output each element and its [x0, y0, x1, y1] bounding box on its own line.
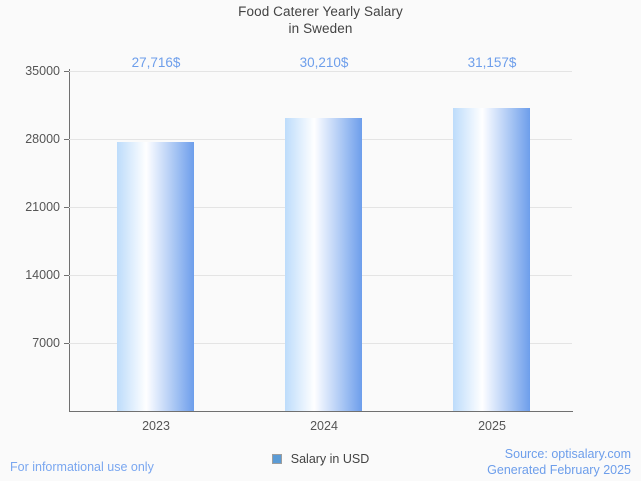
gridline-35000: 35000 — [25, 64, 572, 78]
chart-title-line-1: Food Caterer Yearly Salary — [238, 4, 403, 19]
x-tick-label-2023: 2023 — [142, 419, 170, 433]
chart-title: Food Caterer Yearly Salary in Sweden — [0, 3, 641, 37]
y-tick-label-21000: 21000 — [25, 200, 60, 214]
x-tick-label-2024: 2024 — [310, 419, 338, 433]
bar-2025[interactable] — [453, 108, 530, 411]
value-label-2024: 30,210$ — [299, 55, 349, 70]
source-attribution: Source: optisalary.com Generated Februar… — [487, 446, 631, 478]
y-tick-label-35000: 35000 — [25, 64, 60, 78]
legend-item-salary-in-usd[interactable]: Salary in USD — [271, 452, 370, 466]
x-axis-line — [69, 411, 573, 412]
bar-2024[interactable] — [285, 117, 362, 411]
y-axis-line — [69, 69, 70, 412]
y-tick-label-14000: 14000 — [25, 268, 60, 282]
chart-legend: Salary in USD — [0, 452, 641, 466]
bar-2023[interactable] — [117, 141, 194, 411]
y-tick-label-7000: 7000 — [32, 336, 60, 350]
tick-mark-14000 — [64, 275, 69, 276]
source-text: Source: optisalary.com — [504, 447, 631, 461]
plot-area: 35000 28000 21000 14000 7000 — [25, 64, 572, 411]
chart-title-line-2: in Sweden — [288, 21, 353, 36]
value-label-2025: 31,157$ — [467, 55, 517, 70]
disclaimer-text: For informational use only — [10, 460, 154, 474]
tick-mark-35000 — [64, 71, 69, 72]
value-label-2023: 27,716$ — [131, 55, 181, 70]
generated-date-text: Generated February 2025 — [487, 463, 631, 477]
legend-item-label: Salary in USD — [290, 452, 370, 466]
tick-mark-21000 — [64, 207, 69, 208]
x-tick-label-2025: 2025 — [478, 419, 506, 433]
tick-mark-7000 — [64, 343, 69, 344]
y-tick-label-28000: 28000 — [25, 132, 60, 146]
legend-swatch-icon — [271, 454, 282, 464]
tick-mark-28000 — [64, 139, 69, 140]
